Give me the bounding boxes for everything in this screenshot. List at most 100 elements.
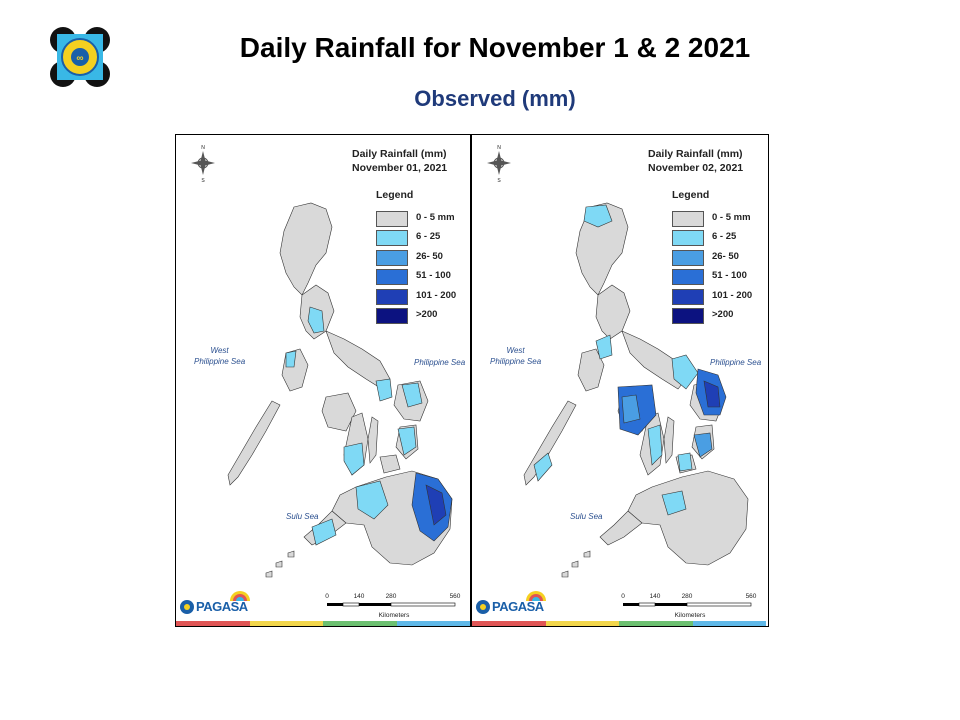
- svg-text:N: N: [497, 145, 501, 151]
- sea-label-east: Philippine Sea: [710, 358, 762, 367]
- legend-title: Legend: [672, 189, 710, 201]
- compass-rose-icon: N S: [191, 145, 215, 183]
- svg-text:∞: ∞: [76, 53, 83, 64]
- legend-label: 101 - 200: [712, 289, 753, 301]
- legend-swatch: [376, 211, 408, 227]
- legend-label: 101 - 200: [416, 289, 457, 301]
- legend-swatch: [672, 288, 704, 305]
- rainfall-area: [397, 426, 417, 456]
- philippines-map: [227, 202, 453, 578]
- rainfall-area: [595, 334, 613, 360]
- rainfall-area: [621, 394, 641, 424]
- scale-tick: 560: [745, 593, 757, 600]
- pagasa-wordmark: PAGASA: [196, 599, 248, 614]
- province-shape: [265, 570, 273, 578]
- map-title-line1: Daily Rainfall (mm): [352, 148, 447, 160]
- scale-tick: 280: [681, 593, 693, 600]
- rainfall-area: [693, 432, 713, 458]
- province-shape: [367, 416, 379, 464]
- sea-label-west: West Philippine Sea: [194, 346, 246, 366]
- legend-swatch: [376, 307, 408, 324]
- compass-rose-icon: N S: [487, 145, 511, 183]
- scale-bar: 0 140 280 560 Kilometers: [324, 593, 464, 621]
- map-title: Daily Rainfall (mm) November 02, 2021: [648, 147, 743, 175]
- province-shape: [599, 510, 643, 546]
- province-shape: [279, 202, 333, 296]
- legend-label: >200: [712, 308, 734, 320]
- page-subtitle: Observed (mm): [414, 86, 576, 111]
- color-strip: [472, 621, 766, 626]
- rainfall-area: [647, 424, 663, 466]
- map-date: November 02, 2021: [648, 162, 744, 174]
- province-shape: [627, 470, 749, 566]
- scale-unit: Kilometers: [674, 612, 706, 619]
- scale-tick: 0: [621, 593, 625, 600]
- legend-label: 26- 50: [416, 250, 443, 262]
- scale-tick: 140: [353, 593, 365, 600]
- scale-tick: 140: [649, 593, 661, 600]
- province-shape: [595, 284, 631, 340]
- dost-seal-icon: ∞: [47, 24, 113, 90]
- legend-title: Legend: [376, 189, 414, 201]
- rainfall-area: [307, 306, 325, 334]
- map-date: November 01, 2021: [352, 162, 448, 174]
- legend-swatch: [376, 288, 408, 305]
- scale-tick: 280: [385, 593, 397, 600]
- scale-tick: 560: [449, 593, 461, 600]
- legend-swatch: [672, 211, 704, 227]
- legend-swatch: [376, 269, 408, 286]
- legend-swatch: [376, 230, 408, 247]
- page-title: Daily Rainfall for November 1 & 2 2021: [239, 32, 751, 63]
- scale-bar: 0 140 280 560 Kilometers: [620, 593, 760, 621]
- province-shape: [275, 560, 283, 568]
- svg-text:N: N: [201, 145, 205, 151]
- legend-label: 51 - 100: [712, 270, 747, 282]
- rainfall-area: [661, 490, 687, 516]
- province-shape: [571, 560, 579, 568]
- sea-label-south: Sulu Sea: [286, 512, 319, 521]
- legend-label: 6 - 25: [416, 231, 441, 243]
- legend-label: 0 - 5 mm: [416, 212, 455, 223]
- scale-unit: Kilometers: [378, 612, 410, 619]
- rainfall-area: [583, 204, 613, 228]
- legend-swatch: [376, 249, 408, 266]
- rainfall-area: [533, 452, 553, 482]
- map-title-line1: Daily Rainfall (mm): [648, 148, 743, 160]
- rainfall-area: [285, 350, 297, 368]
- legend-swatch: [672, 269, 704, 286]
- rainfall-area: [343, 442, 365, 476]
- scale-tick: 0: [325, 593, 329, 600]
- province-shape: [663, 416, 675, 464]
- sea-label-south: Sulu Sea: [570, 512, 603, 521]
- pagasa-wordmark: PAGASA: [492, 599, 544, 614]
- legend-label: >200: [416, 308, 438, 320]
- rainfall-area: [703, 380, 721, 408]
- rainfall-area: [311, 518, 337, 546]
- province-shape: [561, 570, 569, 578]
- province-shape: [583, 550, 591, 558]
- sea-label-west: West Philippine Sea: [490, 346, 542, 366]
- pagasa-logo-icon: [476, 591, 546, 614]
- svg-text:S: S: [201, 178, 205, 183]
- philippines-map: [523, 202, 749, 578]
- province-shape: [227, 400, 281, 486]
- pagasa-logo-icon: [180, 591, 250, 614]
- map-title: Daily Rainfall (mm) November 01, 2021: [352, 147, 447, 175]
- sea-label-east: Philippine Sea: [414, 358, 466, 367]
- legend-swatch: [672, 307, 704, 324]
- rainfall-area: [671, 354, 699, 390]
- province-shape: [575, 202, 629, 296]
- province-shape: [577, 348, 605, 392]
- rainfall-map-nov02: N S Daily Rainfall (mm) November 02, 202…: [471, 134, 769, 627]
- province-shape: [321, 392, 357, 432]
- rainfall-map-nov01: N S Daily Rainfall (mm) November 01, 202…: [175, 134, 471, 627]
- pagasa-logo: PAGASA: [474, 587, 558, 619]
- legend-label: 26- 50: [712, 250, 739, 262]
- rainfall-area: [425, 484, 447, 526]
- legend-label: 0 - 5 mm: [712, 212, 751, 223]
- province-shape: [287, 550, 295, 558]
- color-strip: [176, 621, 470, 626]
- legend-label: 51 - 100: [416, 270, 451, 282]
- rainfall-area: [401, 382, 423, 408]
- svg-text:S: S: [497, 178, 501, 183]
